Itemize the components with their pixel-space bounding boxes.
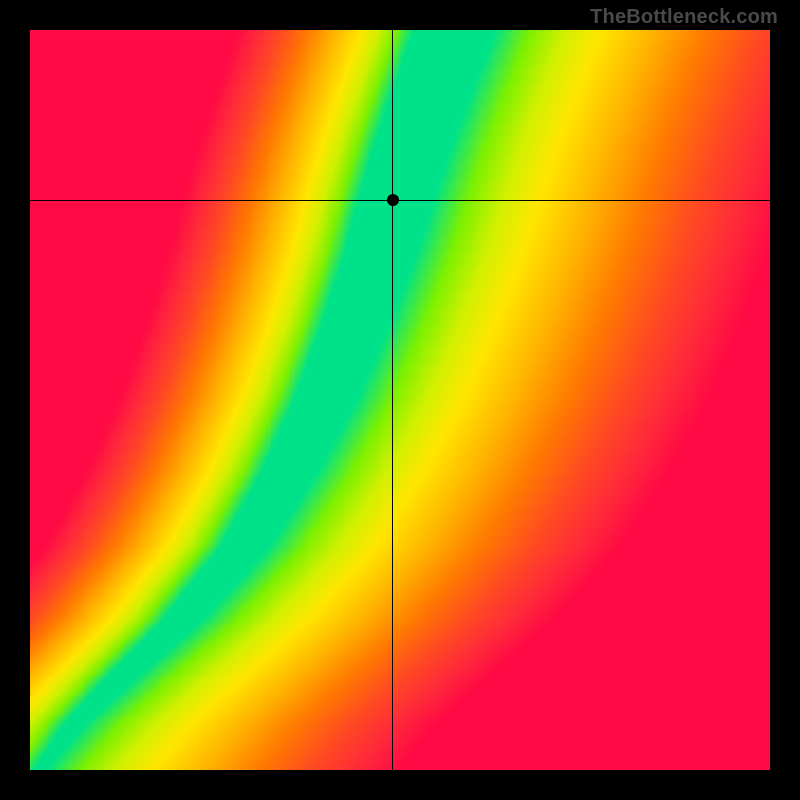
crosshair-horizontal [30, 200, 770, 201]
crosshair-vertical [392, 30, 393, 770]
crosshair-marker [387, 194, 399, 206]
plot-area [30, 30, 770, 770]
heatmap-canvas [30, 30, 770, 770]
chart-container: TheBottleneck.com [0, 0, 800, 800]
watermark-text: TheBottleneck.com [590, 6, 778, 29]
